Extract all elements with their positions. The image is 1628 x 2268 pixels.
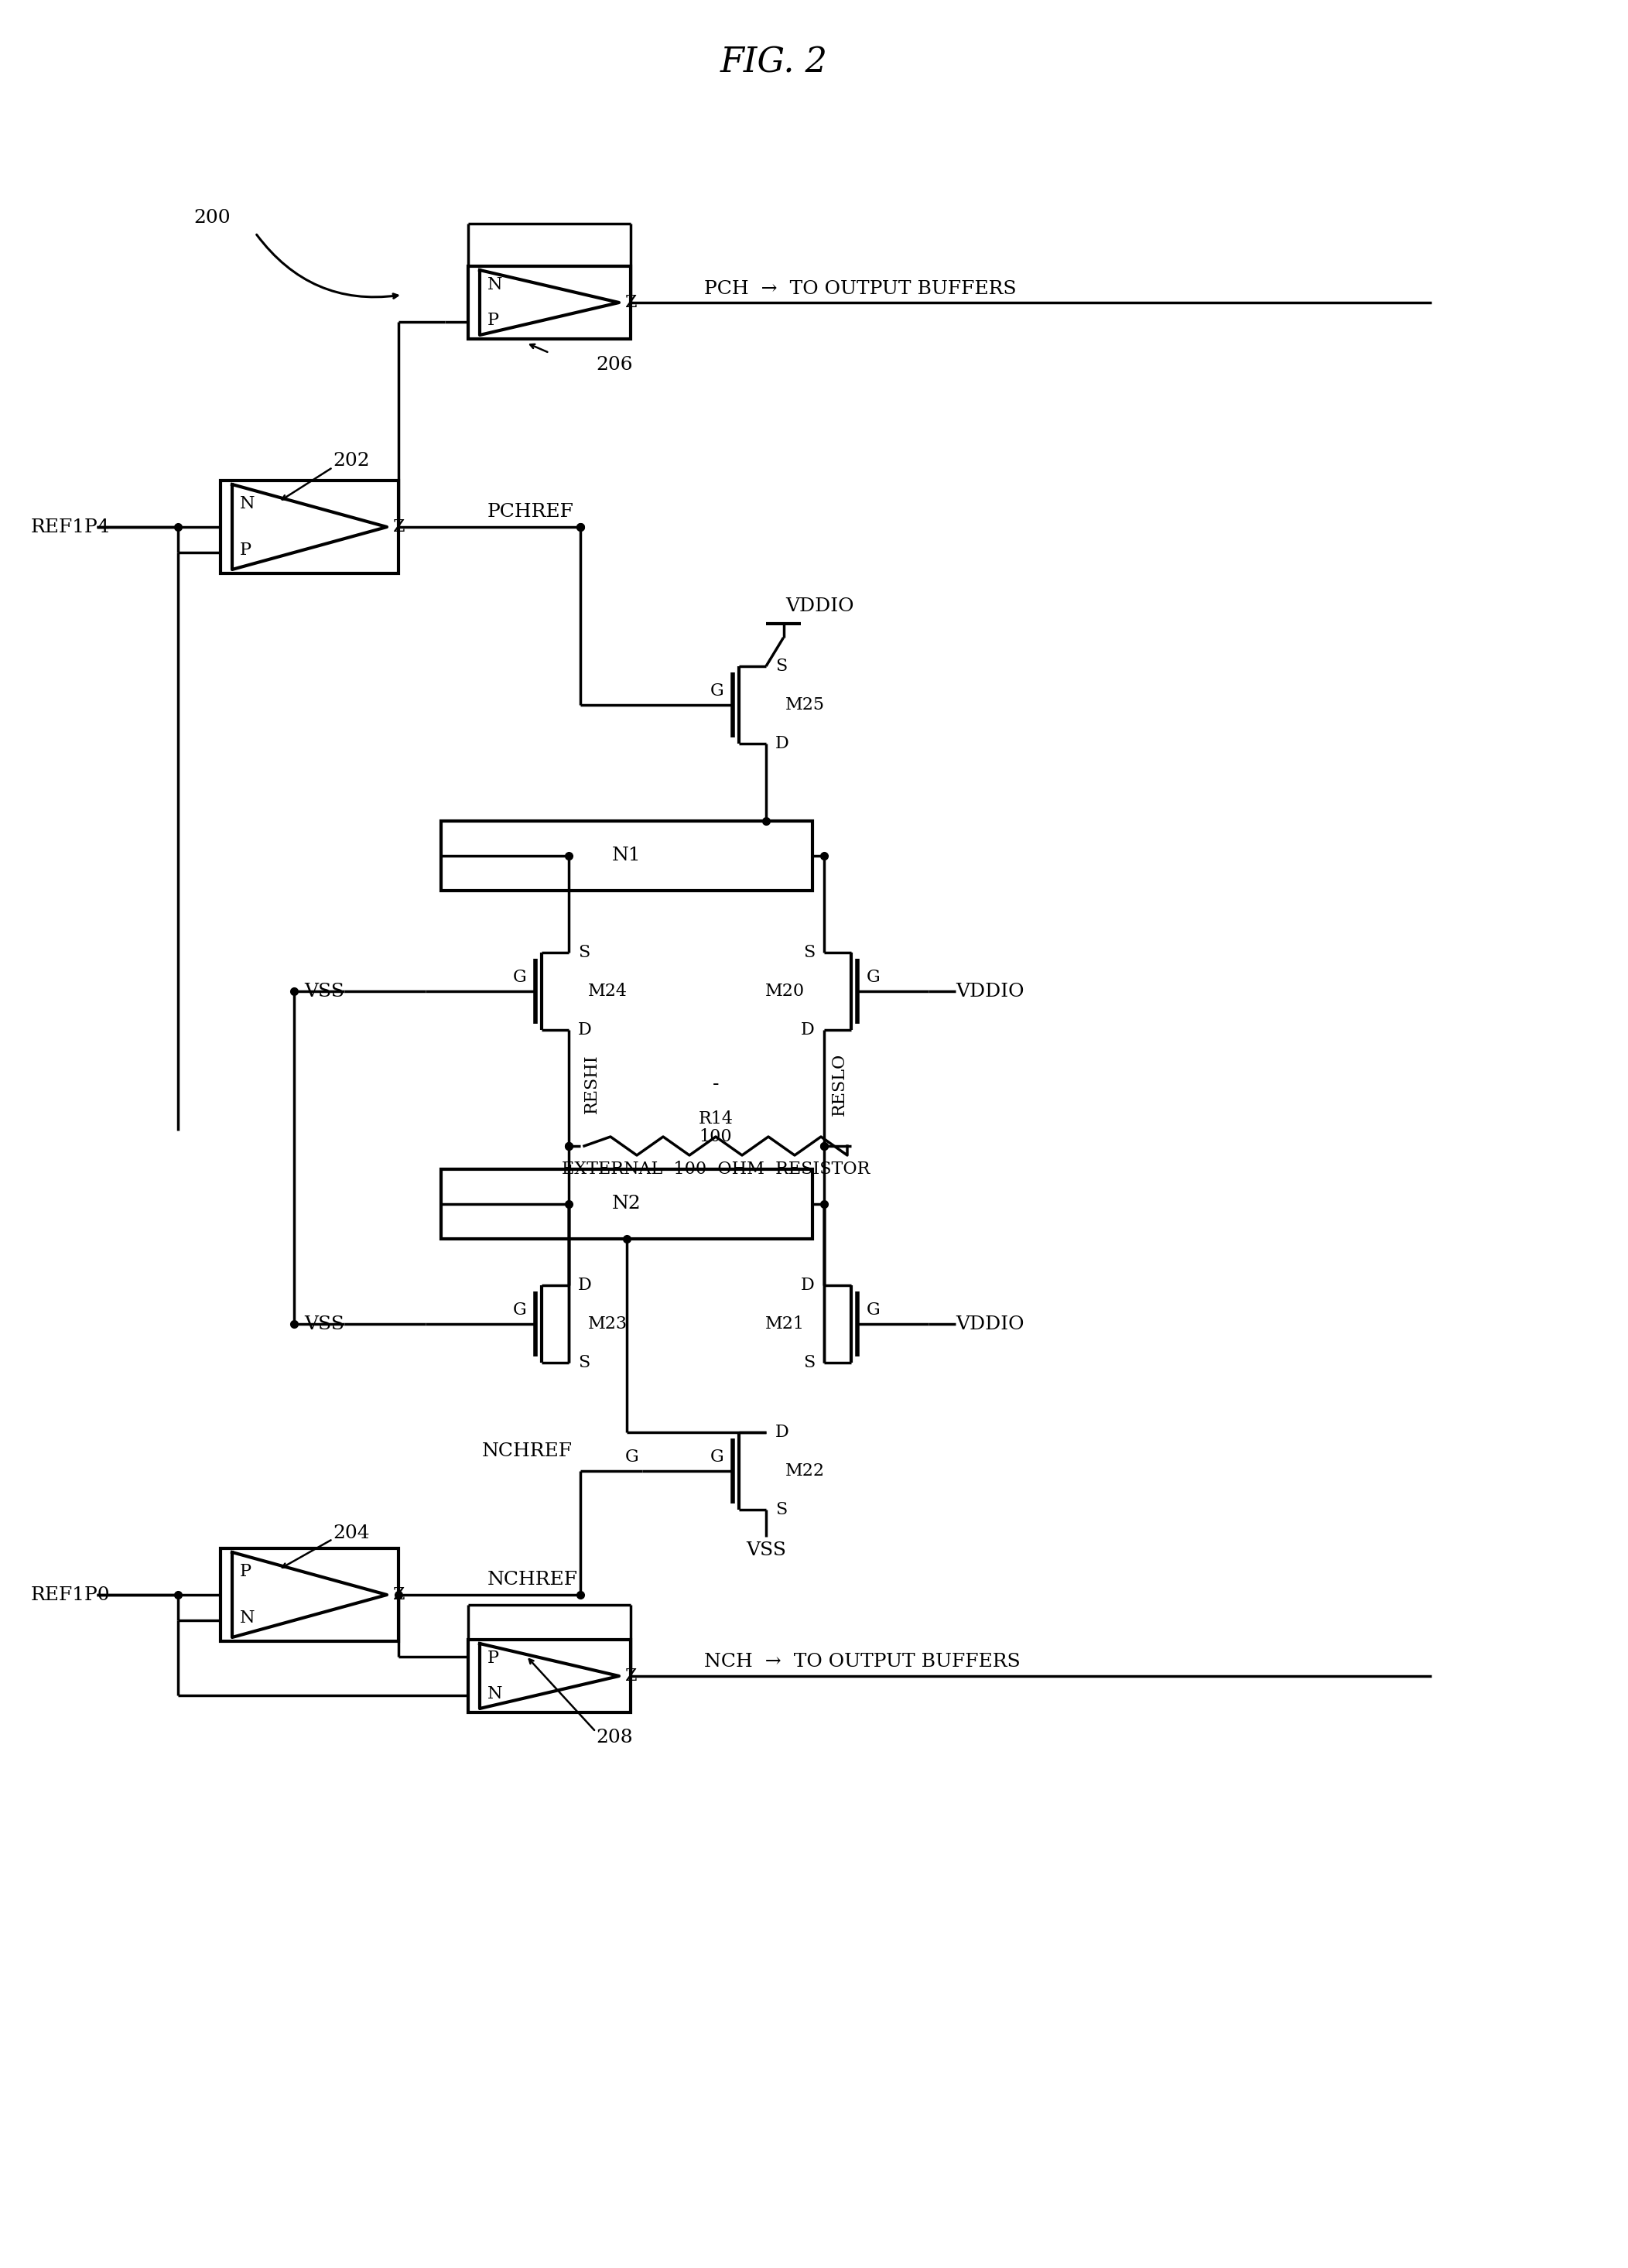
Text: 200: 200 (194, 209, 230, 227)
Text: G: G (625, 1449, 638, 1465)
Text: M20: M20 (765, 982, 804, 1000)
Text: VDDIO: VDDIO (956, 982, 1024, 1000)
Text: Z: Z (392, 519, 405, 535)
Text: P: P (239, 542, 251, 558)
Text: N2: N2 (612, 1195, 641, 1213)
Bar (441, 821, 812, 891)
Text: PCHREF: PCHREF (487, 503, 575, 519)
Text: M21: M21 (765, 1315, 804, 1334)
Text: M25: M25 (785, 696, 825, 714)
Text: N: N (487, 277, 503, 293)
Text: VDDIO: VDDIO (956, 1315, 1024, 1334)
Text: N: N (239, 1610, 256, 1626)
Text: S: S (578, 943, 589, 962)
Text: S: S (803, 1354, 814, 1372)
Text: Z: Z (625, 1667, 637, 1685)
Bar (469, 265, 630, 338)
Text: 208: 208 (596, 1728, 633, 1746)
Text: FIG. 2: FIG. 2 (720, 45, 827, 79)
Text: EXTERNAL  100  OHM  RESISTOR: EXTERNAL 100 OHM RESISTOR (562, 1161, 869, 1177)
Text: Z: Z (625, 295, 637, 311)
Text: M24: M24 (588, 982, 627, 1000)
Text: VSS: VSS (304, 982, 345, 1000)
Text: S: S (803, 943, 814, 962)
Text: P: P (487, 1649, 500, 1667)
Text: D: D (775, 1424, 790, 1440)
Text: 202: 202 (332, 451, 370, 469)
Text: S: S (775, 658, 786, 676)
Text: VDDIO: VDDIO (785, 599, 853, 615)
Text: VSS: VSS (304, 1315, 345, 1334)
Text: D: D (578, 1021, 591, 1039)
Text: NCHREF: NCHREF (482, 1442, 573, 1461)
Text: N: N (487, 1685, 503, 1703)
Text: -: - (713, 1075, 720, 1093)
Text: 204: 204 (332, 1524, 370, 1542)
Text: NCH  →  TO OUTPUT BUFFERS: NCH → TO OUTPUT BUFFERS (705, 1653, 1021, 1672)
Bar (220, 481, 399, 574)
Text: S: S (578, 1354, 589, 1372)
Text: 100: 100 (700, 1127, 733, 1145)
Bar (469, 1640, 630, 1712)
Text: G: G (866, 1302, 881, 1318)
Text: D: D (578, 1277, 591, 1293)
Text: P: P (487, 313, 500, 329)
Text: R14: R14 (698, 1111, 733, 1127)
Text: RESHI: RESHI (583, 1055, 601, 1114)
Text: S: S (775, 1501, 786, 1517)
Text: NCHREF: NCHREF (487, 1569, 578, 1588)
Text: P: P (239, 1563, 251, 1581)
Text: RESLO: RESLO (830, 1052, 848, 1116)
Text: G: G (513, 1302, 526, 1318)
Text: G: G (710, 1449, 723, 1465)
Text: Z: Z (392, 1585, 405, 1603)
Text: REF1P0: REF1P0 (31, 1585, 111, 1603)
Text: 206: 206 (596, 356, 633, 374)
Text: D: D (801, 1021, 814, 1039)
Bar (441, 1170, 812, 1238)
Text: REF1P4: REF1P4 (31, 517, 111, 535)
Text: VSS: VSS (746, 1542, 786, 1560)
Text: D: D (775, 735, 790, 753)
Text: G: G (513, 968, 526, 987)
Text: N1: N1 (612, 846, 641, 864)
Text: M23: M23 (588, 1315, 628, 1334)
Text: G: G (866, 968, 881, 987)
Text: PCH  →  TO OUTPUT BUFFERS: PCH → TO OUTPUT BUFFERS (705, 279, 1016, 297)
Bar (220, 1549, 399, 1642)
Text: N: N (239, 494, 256, 513)
Text: G: G (710, 683, 723, 699)
Text: M22: M22 (785, 1463, 825, 1479)
Text: D: D (801, 1277, 814, 1293)
